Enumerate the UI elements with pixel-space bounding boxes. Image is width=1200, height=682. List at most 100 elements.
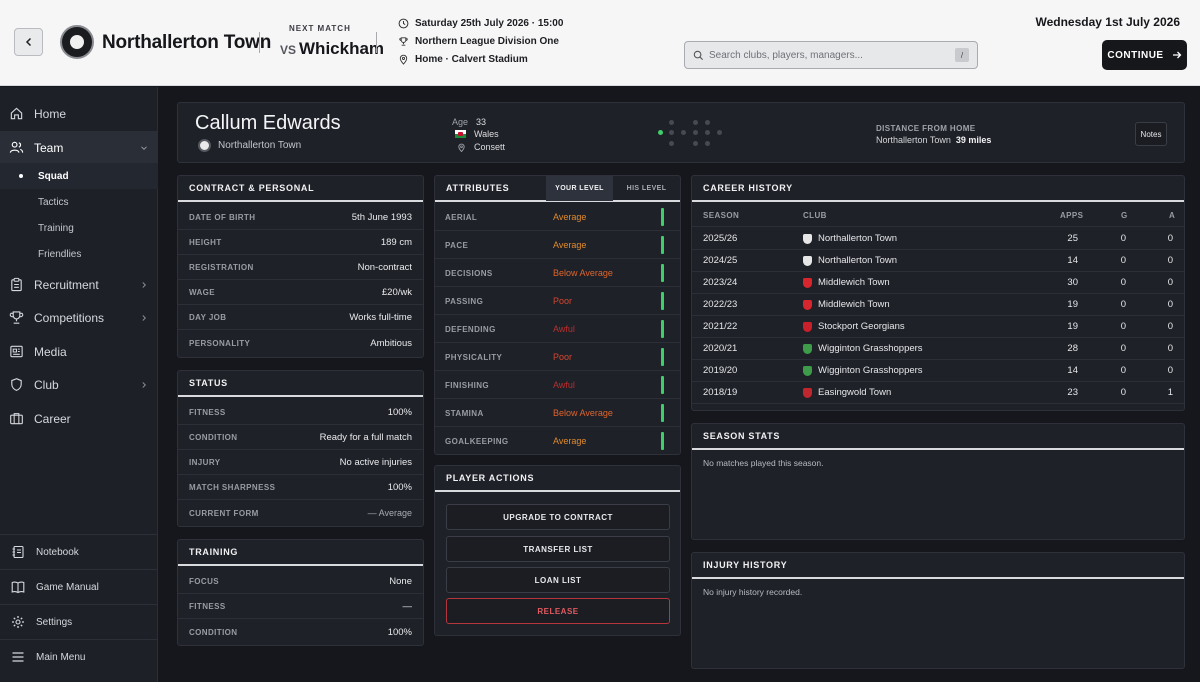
attribute-bar xyxy=(661,292,664,310)
attribute-bar xyxy=(661,208,664,226)
sidebar-main-menu[interactable]: Main Menu xyxy=(0,639,158,674)
sidebar-item-label: Career xyxy=(34,411,71,426)
panel-title: PLAYER ACTIONS xyxy=(435,466,680,492)
next-match-label: NEXT MATCH xyxy=(289,24,351,33)
career-club[interactable]: Middlewich Town xyxy=(803,277,890,288)
club-crest-icon xyxy=(803,255,812,266)
notes-button[interactable]: Notes xyxy=(1135,122,1167,146)
career-club[interactable]: Easingwold Town xyxy=(803,387,891,398)
sidebar-subitem-training[interactable]: Training xyxy=(0,215,158,241)
career-row[interactable]: 2025/26 Northallerton Town 25 0 0 xyxy=(692,228,1184,250)
position-dot xyxy=(669,130,674,135)
loan-list-button[interactable]: LOAN LIST xyxy=(446,567,670,593)
sidebar-item-competitions[interactable]: Competitions xyxy=(0,301,158,334)
career-club[interactable]: Northallerton Town xyxy=(803,255,897,266)
sidebar-item-career[interactable]: Career xyxy=(0,402,158,435)
kv-value: 100% xyxy=(387,626,412,638)
search-input[interactable] xyxy=(709,49,949,61)
career-club[interactable]: Wigginton Grasshoppers xyxy=(803,343,923,354)
kv-row: Match Sharpness 100% xyxy=(178,476,423,500)
attribute-level-tabs: YOUR LEVEL HIS LEVEL xyxy=(546,176,680,201)
divider xyxy=(376,32,377,53)
attribute-rating: Poor xyxy=(553,352,573,362)
career-row[interactable]: 2023/24 Middlewich Town 30 0 0 xyxy=(692,272,1184,294)
chevron-right-icon xyxy=(142,281,147,288)
kv-row: Fitness — xyxy=(178,595,423,619)
sidebar-item-club[interactable]: Club xyxy=(0,368,158,401)
career-club-name: Stockport Georgians xyxy=(818,321,905,332)
career-club[interactable]: Middlewich Town xyxy=(803,299,890,310)
chevron-left-icon xyxy=(25,37,31,47)
next-match-opponent[interactable]: VS Whickham xyxy=(280,39,384,59)
kv-row: Current Form — Average xyxy=(178,501,423,525)
tab-his-level[interactable]: HIS LEVEL xyxy=(626,185,667,192)
kv-value: 5th June 1993 xyxy=(351,212,412,223)
player-club[interactable]: Northallerton Town xyxy=(198,139,301,152)
career-row[interactable]: 2022/23 Middlewich Town 19 0 0 xyxy=(692,294,1184,316)
career-row[interactable]: 2024/25 Northallerton Town 14 0 0 xyxy=(692,250,1184,272)
kv-value: Ambitious xyxy=(370,337,412,349)
search-bar[interactable]: / xyxy=(684,41,978,69)
upgrade-to-contract-button[interactable]: UPGRADE TO CONTRACT xyxy=(446,504,670,530)
release-button[interactable]: RELEASE xyxy=(446,598,670,624)
player-name: Callum Edwards xyxy=(195,112,341,134)
attribute-rating: Awful xyxy=(553,380,575,390)
divider xyxy=(259,32,260,53)
career-season: 2022/23 xyxy=(703,299,738,310)
sidebar-item-label: Team xyxy=(34,140,64,155)
attribute-bar xyxy=(661,348,664,366)
career-club-name: Wigginton Grasshoppers xyxy=(818,343,923,354)
attribute-name: DECISIONS xyxy=(445,269,493,278)
back-button[interactable] xyxy=(14,28,43,56)
kv-label: Height xyxy=(189,238,222,247)
attribute-name: AERIAL xyxy=(445,213,478,222)
kv-label: Wage xyxy=(189,288,216,297)
career-club[interactable]: Northallerton Town xyxy=(803,233,897,244)
position-dot xyxy=(705,120,710,125)
attribute-rating: Poor xyxy=(553,296,573,306)
career-club[interactable]: Wigginton Grasshoppers xyxy=(803,365,923,376)
career-club[interactable]: Stockport Georgians xyxy=(803,321,905,332)
kv-row: Condition 100% xyxy=(178,620,423,644)
sidebar-notebook[interactable]: Notebook xyxy=(0,534,158,569)
transfer-list-button[interactable]: TRANSFER LIST xyxy=(446,536,670,562)
search-shortcut-key: / xyxy=(955,48,969,62)
kv-row: Date of Birth 5th June 1993 xyxy=(178,206,423,230)
distance-label: DISTANCE FROM HOME xyxy=(876,124,976,133)
player-actions-panel: PLAYER ACTIONS UPGRADE TO CONTRACT TRANS… xyxy=(434,465,681,636)
attribute-bar xyxy=(661,320,664,338)
career-club-name: Wigginton Grasshoppers xyxy=(818,365,923,376)
sidebar-item-recruitment[interactable]: Recruitment xyxy=(0,268,158,301)
active-dot xyxy=(19,174,23,178)
kv-row: Fitness 100% xyxy=(178,401,423,425)
sidebar-item-label: Recruitment xyxy=(34,277,99,292)
continue-button[interactable]: CONTINUE xyxy=(1102,40,1187,70)
career-goals: 0 xyxy=(1120,255,1126,266)
attribute-rating: Below Average xyxy=(553,408,613,418)
sidebar-item-team[interactable]: Team xyxy=(0,131,158,164)
sidebar-subitem-friendlies[interactable]: Friendlies xyxy=(0,241,158,267)
sidebar-settings[interactable]: Settings xyxy=(0,604,158,639)
kv-label: Injury xyxy=(189,458,221,467)
sidebar-item-home[interactable]: Home xyxy=(0,97,158,130)
career-row[interactable]: 2021/22 Stockport Georgians 19 0 0 xyxy=(692,316,1184,338)
attribute-row: FINISHING Awful xyxy=(435,371,680,399)
kv-value: — xyxy=(402,601,413,612)
newspaper-icon xyxy=(10,345,23,358)
tab-your-level[interactable]: YOUR LEVEL xyxy=(546,176,613,201)
sidebar-subitem-squad[interactable]: Squad xyxy=(0,163,158,189)
competition-text: Northern League Division One xyxy=(415,36,559,47)
attribute-name: PHYSICALITY xyxy=(445,353,503,362)
attribute-bar xyxy=(661,236,664,254)
career-assists: 0 xyxy=(1167,299,1173,310)
career-row[interactable]: 2019/20 Wigginton Grasshoppers 14 0 0 xyxy=(692,360,1184,382)
career-row[interactable]: 2020/21 Wigginton Grasshoppers 28 0 0 xyxy=(692,338,1184,360)
sidebar-subitem-tactics[interactable]: Tactics xyxy=(0,189,158,215)
career-assists: 0 xyxy=(1167,365,1173,376)
distance-value: Northallerton Town 39 miles xyxy=(876,135,991,145)
career-goals: 0 xyxy=(1120,233,1126,244)
sidebar-game-manual[interactable]: Game Manual xyxy=(0,569,158,604)
position-dot-active xyxy=(658,130,663,135)
sidebar-item-media[interactable]: Media xyxy=(0,335,158,368)
career-row[interactable]: 2018/19 Easingwold Town 23 0 1 xyxy=(692,382,1184,404)
